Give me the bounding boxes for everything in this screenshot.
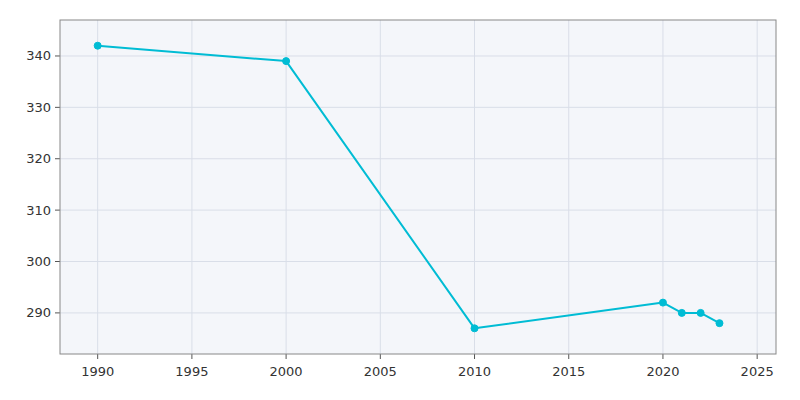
x-tick-label: 1990 [81, 364, 114, 379]
x-grid-line [568, 20, 569, 354]
plot-frame [60, 20, 776, 354]
x-tick [662, 354, 663, 359]
grid [60, 20, 776, 354]
x-grid-line [380, 20, 381, 354]
y-tick [55, 55, 60, 56]
x-grid-line [286, 20, 287, 354]
x-tick [380, 354, 381, 359]
chart: 1990 1995 2000 2005 2010 2015 2020 2025 290 300 31… [0, 0, 800, 400]
y-tick-label: 310 [26, 203, 51, 218]
y-tick-label: 340 [26, 48, 51, 63]
x-tick [191, 354, 192, 359]
x-grid-line [474, 20, 475, 354]
x-tick-label: 2005 [364, 364, 397, 379]
point [697, 309, 704, 316]
axes: 1990 1995 2000 2005 2010 2015 2020 2025 290 300 31… [26, 20, 776, 379]
y-grid-line [60, 107, 776, 108]
point [94, 42, 101, 49]
y-tick [55, 210, 60, 211]
point [283, 58, 290, 65]
x-grid-line [757, 20, 758, 354]
x-tick-label: 2000 [270, 364, 303, 379]
y-grid-line [60, 210, 776, 211]
x-tick [474, 354, 475, 359]
y-tick-label: 290 [26, 305, 51, 320]
y-tick-label: 300 [26, 254, 51, 269]
series [94, 42, 723, 332]
y-grid-line [60, 158, 776, 159]
x-grid-line [97, 20, 98, 354]
plot-background [60, 20, 776, 354]
point [678, 309, 685, 316]
y-grid-line [60, 261, 776, 262]
y-tick [55, 158, 60, 159]
x-tick [757, 354, 758, 359]
y-grid-line [60, 312, 776, 313]
chart-container: 1990 1995 2000 2005 2010 2015 2020 2025 290 300 31… [0, 0, 800, 400]
point [716, 320, 723, 327]
x-tick [286, 354, 287, 359]
x-tick-label: 2020 [646, 364, 679, 379]
point [659, 299, 666, 306]
x-tick-label: 1995 [175, 364, 208, 379]
y-tick [55, 261, 60, 262]
y-tick [55, 312, 60, 313]
x-grid-line [191, 20, 192, 354]
y-grid-line [60, 55, 776, 56]
x-tick-label: 2015 [552, 364, 585, 379]
x-tick [97, 354, 98, 359]
line [98, 46, 720, 329]
point [471, 325, 478, 332]
x-tick-label: 2010 [458, 364, 491, 379]
x-tick-label: 2025 [741, 364, 774, 379]
y-tick-label: 320 [26, 151, 51, 166]
y-tick [55, 107, 60, 108]
x-tick [568, 354, 569, 359]
y-tick-label: 330 [26, 100, 51, 115]
